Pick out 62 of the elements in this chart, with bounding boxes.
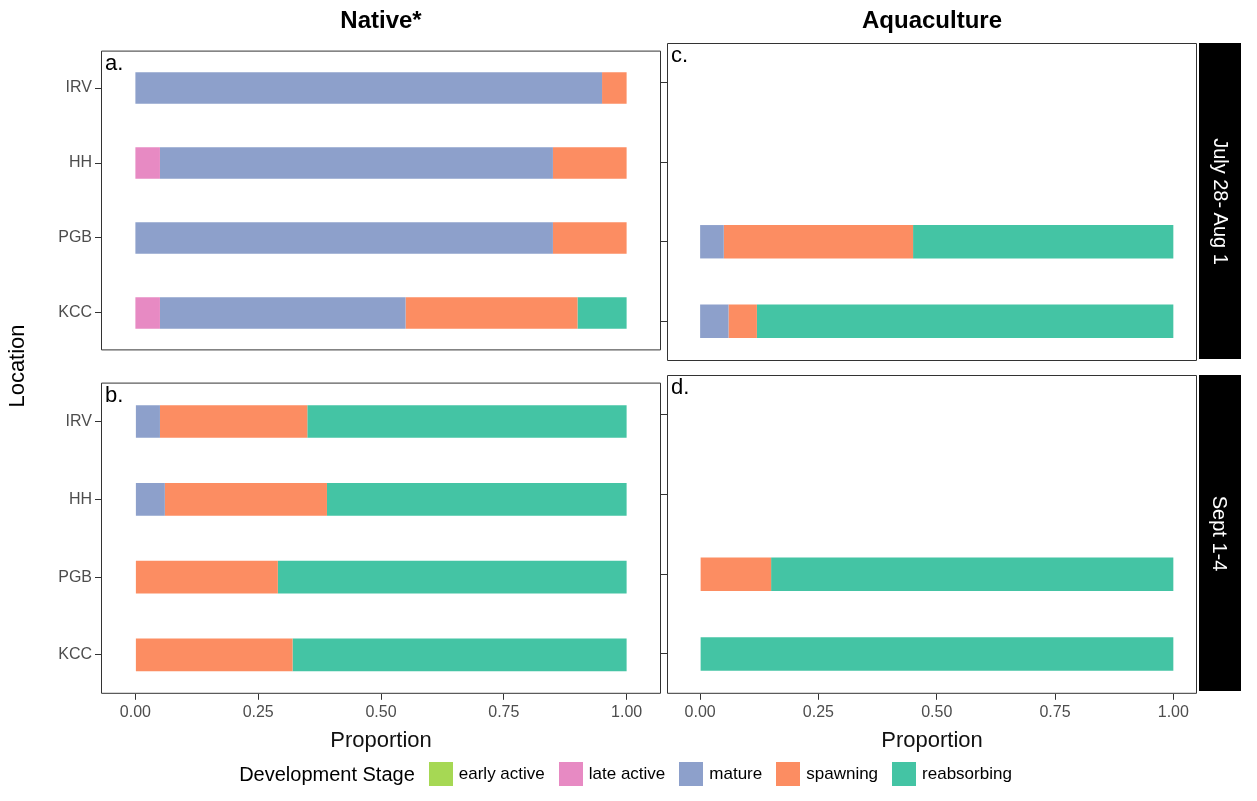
legend-label: mature xyxy=(709,764,763,784)
y-tick-label: PGB xyxy=(58,228,92,246)
y-tick-label: IRV xyxy=(65,78,93,96)
x-tick-label: 0.75 xyxy=(488,702,520,720)
x-tick-label: 0.25 xyxy=(242,702,274,720)
bar xyxy=(577,297,627,329)
bar xyxy=(277,560,627,594)
bar xyxy=(135,297,160,329)
bar xyxy=(135,482,165,516)
bar xyxy=(292,638,627,672)
bar xyxy=(164,482,327,516)
annotation: d. xyxy=(671,374,690,400)
bar xyxy=(307,405,627,438)
y-axis-title: Location xyxy=(4,324,30,408)
bar xyxy=(552,222,627,254)
bar xyxy=(159,405,308,438)
x-tick-label: 0.00 xyxy=(684,702,716,720)
bar xyxy=(602,72,627,104)
y-tick-label: HH xyxy=(68,153,92,171)
y-tick-label: HH xyxy=(68,489,92,507)
bar xyxy=(135,560,278,594)
bar xyxy=(135,147,160,179)
bar xyxy=(135,638,293,672)
bar xyxy=(135,222,553,254)
legend-label: spawning xyxy=(806,764,879,784)
x-tick-label: 1.00 xyxy=(1157,702,1190,720)
x-tick-label: 0.25 xyxy=(802,702,835,720)
chart-title: Native* xyxy=(339,6,423,34)
bar xyxy=(700,304,729,338)
bar xyxy=(700,225,724,259)
bar xyxy=(913,225,1174,259)
annotation: a. xyxy=(105,49,124,75)
bar xyxy=(552,147,627,179)
x-tick-label: 0.75 xyxy=(1039,702,1071,720)
y-tick-label: IRV xyxy=(65,411,93,429)
x-axis-title: Proportion xyxy=(329,727,433,753)
x-tick-label: 0.50 xyxy=(365,702,397,720)
chart-title: Aquaculture xyxy=(861,6,1003,34)
y-tick-label: KCC xyxy=(58,303,92,321)
y-tick-label: KCC xyxy=(58,645,92,663)
bar xyxy=(405,297,578,329)
bar xyxy=(728,304,757,338)
legend-title: Development Stage xyxy=(239,762,415,786)
bar xyxy=(756,304,1174,338)
bar xyxy=(135,72,603,104)
bar xyxy=(723,225,914,259)
bar xyxy=(326,482,627,516)
legend-label: early active xyxy=(458,764,545,784)
x-tick-label: 1.00 xyxy=(611,702,643,720)
bar xyxy=(159,147,553,179)
legend-label: late active xyxy=(588,764,666,784)
legend-label: reabsorbing xyxy=(922,764,1012,784)
annotation: c. xyxy=(671,42,689,68)
text: July 28- Aug 1 xyxy=(1208,137,1232,265)
bar xyxy=(159,297,406,329)
x-axis-title: Proportion xyxy=(880,727,984,753)
y-tick-label: PGB xyxy=(58,567,92,585)
bar xyxy=(135,405,160,438)
x-tick-label: 0.50 xyxy=(921,702,953,720)
text: Sept 1-4 xyxy=(1208,495,1232,571)
annotation: b. xyxy=(105,381,124,407)
x-tick-label: 0.00 xyxy=(119,702,152,720)
